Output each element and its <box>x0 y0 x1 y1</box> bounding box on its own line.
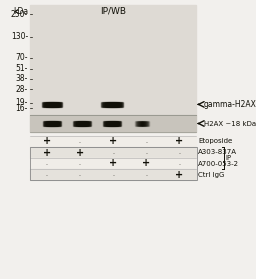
Bar <box>30 115 196 132</box>
Text: .: . <box>46 161 48 166</box>
Text: +: + <box>175 170 184 179</box>
Text: 250-: 250- <box>11 10 28 19</box>
Text: 16-: 16- <box>16 104 28 113</box>
Text: .: . <box>145 172 147 177</box>
Text: 38-: 38- <box>16 74 28 83</box>
Text: 130-: 130- <box>11 32 28 41</box>
Text: kDa: kDa <box>13 7 28 16</box>
Text: +: + <box>76 148 84 158</box>
Text: A303-837A: A303-837A <box>198 150 237 155</box>
Text: Ctrl IgG: Ctrl IgG <box>198 172 224 177</box>
Text: +: + <box>42 136 51 146</box>
Text: 70-: 70- <box>16 53 28 62</box>
Text: Etoposide: Etoposide <box>198 138 232 145</box>
Text: H2AX ~18 kDa: H2AX ~18 kDa <box>204 121 256 126</box>
Text: +: + <box>109 136 117 146</box>
Text: +: + <box>109 158 117 169</box>
Bar <box>30 158 196 169</box>
Text: .: . <box>145 150 147 155</box>
Text: .: . <box>79 161 81 166</box>
Text: +: + <box>42 148 51 158</box>
Text: .: . <box>112 172 114 177</box>
Bar <box>30 136 196 147</box>
Text: gamma-H2AX: gamma-H2AX <box>204 100 256 109</box>
Text: 19-: 19- <box>16 98 28 107</box>
Text: .: . <box>145 139 147 144</box>
Text: IP: IP <box>225 155 231 161</box>
Text: .: . <box>112 150 114 155</box>
Text: .: . <box>178 161 180 166</box>
Text: 28-: 28- <box>16 85 28 94</box>
Text: IP/WB: IP/WB <box>100 7 126 16</box>
Text: .: . <box>79 172 81 177</box>
Text: 51-: 51- <box>16 64 28 73</box>
Text: +: + <box>175 136 184 146</box>
Bar <box>30 5 196 115</box>
Bar <box>30 169 196 180</box>
Text: .: . <box>46 172 48 177</box>
Bar <box>29 147 197 180</box>
Text: .: . <box>178 150 180 155</box>
Bar <box>30 147 196 158</box>
Text: A700-053-2: A700-053-2 <box>198 160 239 167</box>
Text: .: . <box>79 139 81 144</box>
Text: +: + <box>142 158 150 169</box>
